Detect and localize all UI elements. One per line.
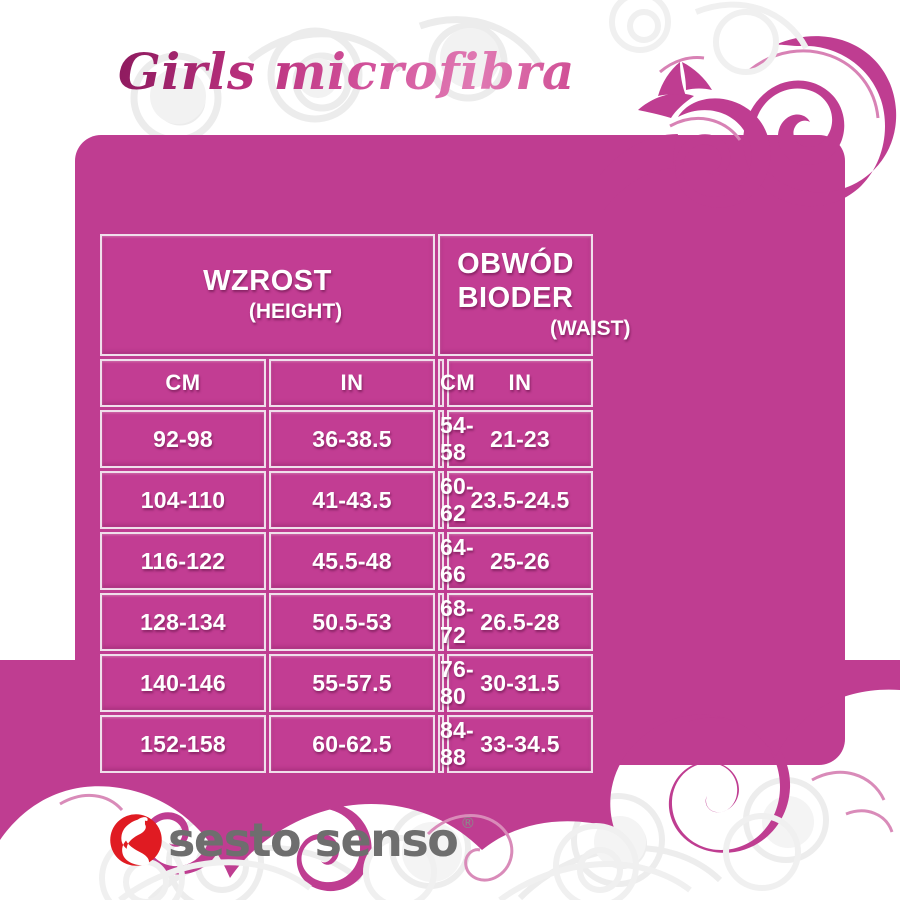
table-unit-header-row: CM IN CM IN [100, 359, 742, 407]
cell-height-cm: 104-110 [100, 471, 266, 529]
cell-height-in: 60-62.5 [269, 715, 436, 773]
cell-height-cm: 116-122 [100, 532, 266, 590]
cell-waist-cm: 76-80 [438, 654, 474, 712]
table-row: 104-110 41-43.5 60-62 23.5-24.5 [100, 471, 742, 529]
cell-height-in: 50.5-53 [269, 593, 436, 651]
cell-height-in: 45.5-48 [269, 532, 436, 590]
unit-header-waist-cm: CM [438, 359, 475, 407]
group-header-height: WZROST (HEIGHT) [100, 234, 436, 356]
cell-waist-in: 21-23 [447, 410, 594, 468]
brand-wordmark: sesto senso [168, 813, 459, 867]
cell-waist-in: 25-26 [447, 532, 594, 590]
table-row: 152-158 60-62.5 84-88 33-34.5 [100, 715, 742, 773]
cell-waist-cm: 84-88 [438, 715, 474, 773]
cell-waist-cm: 54-58 [438, 410, 474, 468]
cell-waist-in: 23.5-24.5 [447, 471, 594, 529]
cell-height-cm: 140-146 [100, 654, 266, 712]
table-group-header-row: WZROST (HEIGHT) OBWÓD BIODER (WAIST) [100, 234, 742, 356]
cell-waist-cm: 64-66 [438, 532, 474, 590]
cell-height-cm: 128-134 [100, 593, 266, 651]
sesto-senso-s-mark-icon [110, 814, 162, 866]
unit-header-waist-in: IN [447, 359, 594, 407]
group-header-height-sub: (HEIGHT) [248, 300, 343, 323]
table-row: 140-146 55-57.5 76-80 30-31.5 [100, 654, 742, 712]
cell-waist-cm: 60-62 [438, 471, 474, 529]
group-header-waist: OBWÓD BIODER (WAIST) [438, 234, 631, 356]
group-header-waist-main: OBWÓD BIODER [457, 248, 574, 314]
cell-height-in: 55-57.5 [269, 654, 436, 712]
brand-logo: sesto senso ® [108, 812, 475, 868]
page-title-text: Girls microfibra [118, 42, 575, 101]
size-chart-table: WZROST (HEIGHT) OBWÓD BIODER (WAIST) CM … [97, 231, 745, 776]
table-row: 128-134 50.5-53 68-72 26.5-28 [100, 593, 742, 651]
cell-height-in: 41-43.5 [269, 471, 436, 529]
group-header-waist-sub: (WAIST) [550, 317, 631, 340]
cell-waist-in: 26.5-28 [447, 593, 594, 651]
unit-header-height-in: IN [269, 359, 436, 407]
table-row: 116-122 45.5-48 64-66 25-26 [100, 532, 742, 590]
unit-header-height-cm: CM [100, 359, 266, 407]
cell-waist-cm: 68-72 [438, 593, 474, 651]
table-row: 92-98 36-38.5 54-58 21-23 [100, 410, 742, 468]
page-title: Girls microfibra [118, 34, 678, 114]
group-header-height-main: WZROST [203, 265, 332, 297]
registered-trademark-icon: ® [460, 814, 476, 832]
cell-height-in: 36-38.5 [269, 410, 436, 468]
cell-height-cm: 152-158 [100, 715, 266, 773]
cell-height-cm: 92-98 [100, 410, 266, 468]
